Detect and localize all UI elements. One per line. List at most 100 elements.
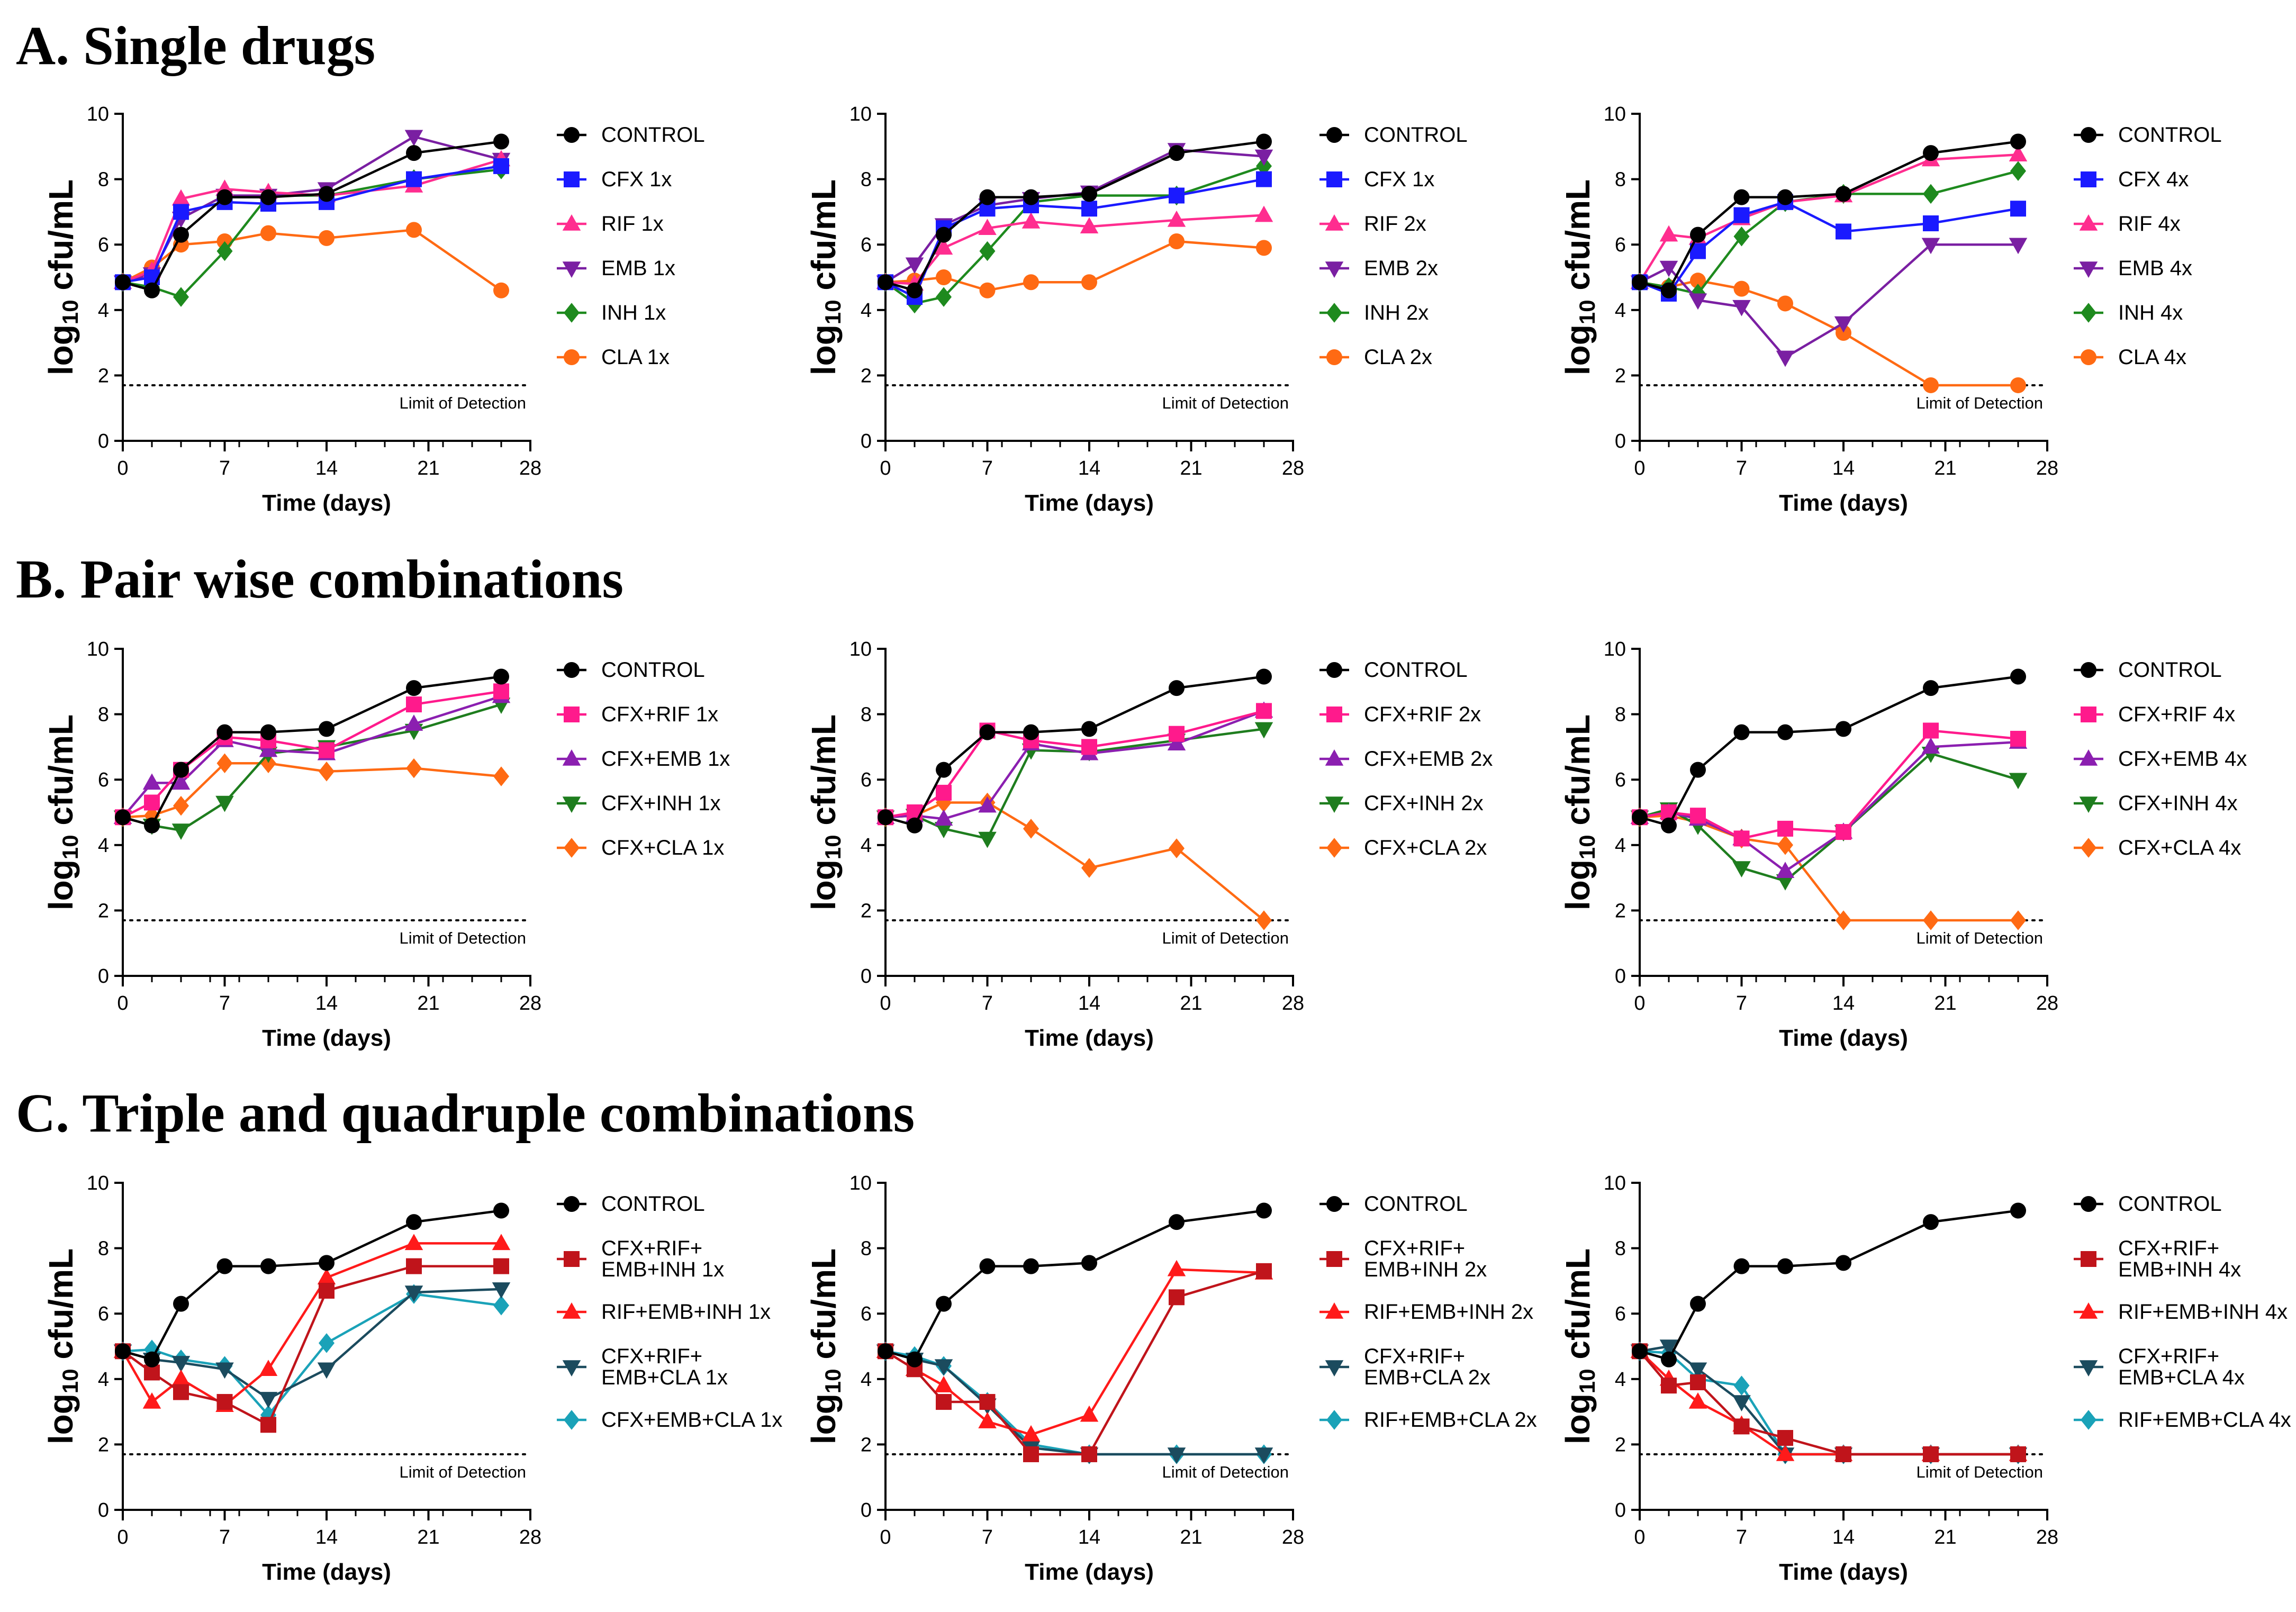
series-line — [122, 1265, 501, 1426]
y-tick-label: 10 — [849, 1172, 872, 1194]
data-point — [493, 282, 509, 298]
x-axis-label: Time (days) — [1779, 1025, 1908, 1051]
data-point — [1921, 737, 1940, 754]
data-point — [171, 773, 191, 790]
data-point — [173, 762, 189, 778]
legend-item: EMB 1x — [557, 257, 675, 280]
y-tick-label: 2 — [98, 900, 109, 922]
legend-item: CFX+RIF+ EMB+INH 2x — [1319, 1237, 1487, 1281]
data-point — [1081, 858, 1097, 878]
legend-swatch-marker — [1326, 127, 1342, 143]
y-tick-label: 6 — [861, 1303, 872, 1325]
y-label-main: log — [804, 324, 843, 375]
series-line — [1639, 140, 2019, 292]
data-point — [878, 274, 893, 291]
legend-swatch-marker — [562, 749, 581, 766]
data-point — [319, 1255, 335, 1271]
legend-item: RIF+EMB+CLA 2x — [1319, 1408, 1537, 1432]
series-cfx+rif-1x — [115, 683, 509, 826]
x-tick-label: 0 — [880, 992, 891, 1015]
y-label-rest: cfu/mL — [42, 714, 80, 835]
x-tick-label: 14 — [315, 1526, 338, 1548]
legend-label-line: EMB+CLA 1x — [601, 1366, 728, 1389]
y-label-subscript: 10 — [58, 300, 83, 324]
data-point — [259, 1392, 278, 1408]
y-tick-label: 2 — [861, 1434, 872, 1456]
data-point — [216, 1258, 233, 1274]
legend-label-line: CFX+RIF+ — [601, 1345, 702, 1368]
data-point — [1733, 830, 1750, 847]
data-point — [1080, 217, 1099, 233]
legend-label: CFX 4x — [2118, 168, 2189, 191]
y-label-subscript: 10 — [820, 300, 845, 324]
data-point — [1923, 680, 1939, 696]
data-point — [1733, 207, 1750, 223]
data-point — [173, 1296, 189, 1312]
data-point — [171, 189, 191, 206]
series-control — [878, 668, 1272, 834]
data-point — [1254, 1447, 1273, 1464]
legend-swatch-marker — [1326, 662, 1342, 678]
legend-label-line: EMB+INH 1x — [601, 1258, 724, 1281]
legend-swatch-marker — [564, 707, 580, 722]
legend-item: CFX+INH 1x — [557, 792, 721, 815]
legend-label-line: CFX 4x — [2118, 168, 2189, 191]
y-axis-label: log10 cfu/mL — [42, 1248, 83, 1444]
data-point — [319, 230, 335, 246]
y-tick-label: 10 — [849, 638, 872, 660]
legend-item: RIF 1x — [557, 212, 664, 236]
legend-label-line: CONTROL — [601, 658, 705, 682]
data-point — [1023, 819, 1039, 839]
y-tick-label: 0 — [98, 1499, 109, 1522]
series-cfx+rif+-emb+inh-4x — [1632, 1343, 2026, 1462]
data-point — [934, 238, 953, 255]
legend-swatch-marker — [2081, 707, 2096, 722]
data-point — [936, 1394, 952, 1410]
data-point — [1080, 1405, 1099, 1422]
legend-item: RIF+EMB+INH 2x — [1319, 1300, 1533, 1324]
data-point — [1167, 1447, 1186, 1464]
data-point — [1923, 145, 1939, 161]
data-point — [979, 1394, 996, 1410]
legend-swatch-marker — [1326, 1251, 1342, 1267]
legend-swatch-marker — [2081, 303, 2096, 323]
data-point — [142, 1392, 161, 1409]
legend-label: CFX+EMB 2x — [1364, 747, 1493, 771]
x-tick-label: 7 — [219, 457, 230, 479]
legend-label: CFX+RIF+ EMB+INH 1x — [601, 1237, 724, 1281]
data-point — [1690, 808, 1706, 824]
legend-swatch-marker — [2081, 171, 2096, 187]
data-point — [2009, 145, 2028, 161]
y-label-main: log — [804, 1393, 843, 1444]
data-point — [1732, 1395, 1751, 1412]
data-point — [1776, 862, 1795, 878]
y-tick-label: 8 — [1615, 704, 1626, 726]
series-rif+emb+cla-4x — [1632, 1341, 2026, 1464]
legend-item: CFX+EMB 1x — [557, 747, 730, 771]
x-tick-label: 21 — [1180, 457, 1202, 479]
legend-label-line: RIF+EMB+INH 4x — [2118, 1300, 2288, 1324]
data-point — [1733, 1258, 1750, 1274]
data-point — [2010, 161, 2026, 181]
legend-label: RIF+EMB+INH 4x — [2118, 1300, 2288, 1324]
legend-label: CFX+CLA 1x — [601, 836, 724, 859]
data-point — [216, 724, 233, 740]
data-point — [934, 1376, 953, 1392]
data-point — [878, 809, 893, 826]
data-point — [907, 282, 923, 298]
series-cfx+rif+-emb+inh-1x — [115, 1258, 509, 1433]
legend-swatch-marker — [564, 662, 580, 678]
legend-item: CONTROL — [1319, 123, 1468, 147]
x-tick-label: 28 — [2036, 992, 2058, 1015]
data-point — [406, 1214, 422, 1230]
y-tick-label: 2 — [861, 900, 872, 922]
data-point — [260, 1258, 276, 1274]
data-point — [1777, 1258, 1793, 1274]
x-tick-label: 21 — [1934, 992, 1956, 1015]
legend-label-line: CONTROL — [2118, 123, 2222, 147]
data-point — [493, 1296, 509, 1316]
data-point — [1777, 295, 1793, 312]
y-tick-label: 8 — [98, 1238, 109, 1260]
data-point — [1923, 722, 1939, 739]
legend-label: CFX+EMB 4x — [2118, 747, 2247, 771]
